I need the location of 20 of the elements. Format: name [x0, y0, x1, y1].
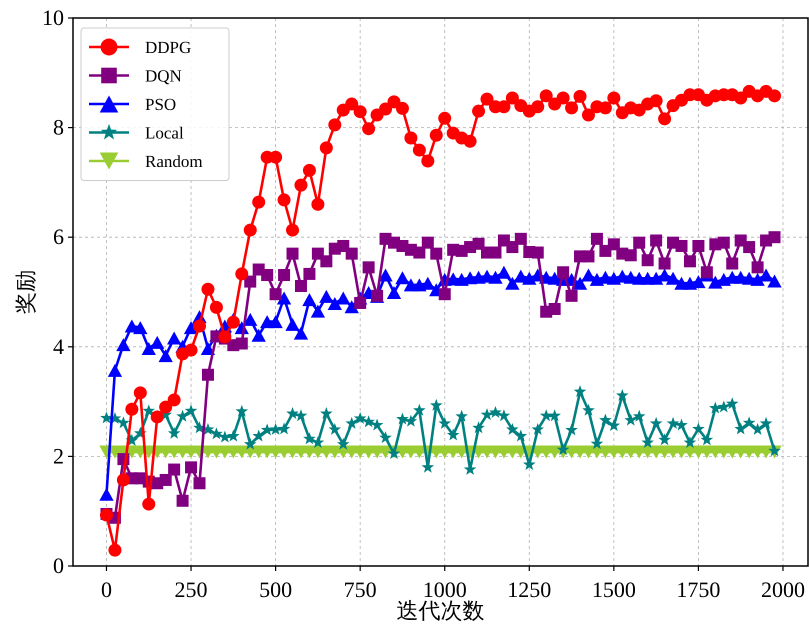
- x-tick-label: 1750: [676, 577, 720, 602]
- y-axis-title: 奖励: [13, 270, 38, 314]
- y-tick-label: 8: [53, 114, 64, 140]
- x-tick-label: 2000: [760, 577, 805, 602]
- legend-label: PSO: [145, 95, 176, 114]
- x-tick-label: 0: [100, 577, 112, 602]
- y-tick-label: 10: [42, 5, 64, 30]
- legend-label: DDPG: [145, 38, 192, 57]
- x-tick-label: 750: [344, 577, 377, 602]
- y-tick-label: 0: [53, 553, 64, 578]
- y-tick-label: 6: [53, 224, 64, 250]
- legend-label: DQN: [145, 66, 182, 86]
- legend-label: Local: [145, 124, 184, 142]
- y-tick-label: 4: [53, 334, 64, 359]
- legend-label: Random: [145, 152, 203, 171]
- x-tick-label: 1250: [507, 577, 552, 602]
- x-tick-label: 250: [174, 577, 208, 602]
- x-tick-label: 1500: [592, 577, 636, 602]
- x-tick-label: 500: [259, 577, 292, 602]
- y-tick-label: 2: [53, 443, 64, 468]
